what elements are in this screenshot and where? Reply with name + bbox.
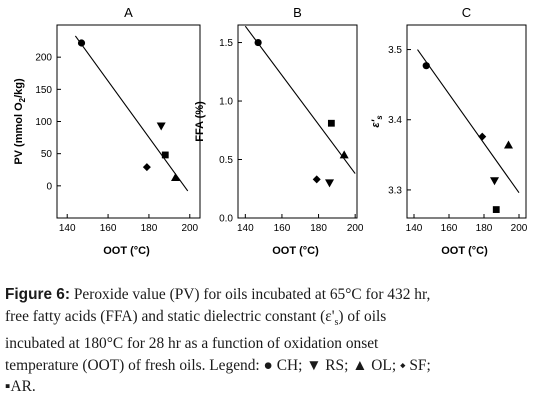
data-point-sf [312,175,321,184]
x-tick-label: 200 [347,223,364,234]
y-tick-label: 1.0 [219,97,233,108]
x-axis-label: OOT (°C) [441,245,488,257]
data-point-rs [490,177,499,186]
x-tick-label: 200 [511,223,528,234]
data-point-rs [325,179,335,188]
caption-line-2: free fatty acids (FFA) and static dielec… [5,307,335,325]
data-point-rs [156,122,166,131]
panel-title: A [124,5,133,20]
chart-panel-a: A 140 160 180 200 0 50 100 150 200 OOT (°C) PV (mmo… [13,5,201,257]
x-tick-label: 160 [274,223,291,234]
regression-line [74,35,189,192]
x-tick-label: 140 [59,223,76,234]
data-point-ar [492,206,500,213]
y-tick-label: 100 [35,117,52,128]
caption-line-2-sub: s [334,316,339,328]
x-tick-label: 200 [181,223,198,234]
y-tick-label: 200 [35,53,52,64]
data-point-sf [142,163,151,172]
data-point-ar [161,151,169,159]
plot-frame [56,24,201,219]
x-tick-label: 160 [441,223,458,234]
regression-line [244,25,356,174]
data-point-sf [478,132,487,141]
y-tick-label: 150 [35,85,52,96]
x-tick-label: 180 [476,223,493,234]
data-point-ch [422,62,430,70]
x-tick-label: 140 [406,223,423,234]
data-point-ol [170,172,180,181]
y-axis-label: ε's [370,115,384,128]
x-tick-label: 180 [141,223,158,234]
y-tick-label: 50 [41,149,53,160]
caption-line-3: incubated at 180°C for 28 hr as a functi… [5,335,379,353]
regression-line [417,49,520,194]
y-axis-label: PV (mmol O2/kg) [13,78,27,165]
chart-panel-c: C 140 160 180 200 3.3 3.4 3.5 OOT (°C) ε's [370,5,528,257]
y-tick-label: 3.4 [388,115,402,126]
chart-panel-b: B 140 160 180 200 0.0 0.5 1.0 1.5 OOT (°C) FFA (%) [194,5,364,257]
x-tick-label: 180 [310,223,327,234]
y-tick-label: 3.5 [388,45,402,56]
x-tick-label: 160 [100,223,117,234]
figure-caption: Figure 6: Peroxide value (PV) for oils i… [5,284,539,398]
data-point-ch [254,38,262,47]
panel-title: C [462,5,471,20]
y-axis-label: FFA (%) [194,101,206,142]
panel-title: B [293,5,302,20]
y-tick-label: 0.5 [219,155,233,166]
data-point-ch [77,39,86,47]
caption-line-1: Peroxide value (PV) for oils incubated a… [70,286,431,303]
x-tick-label: 140 [237,223,254,234]
y-tick-label: 1.5 [219,38,233,49]
plot-frame [406,24,527,219]
figure-6-charts: A 140 160 180 200 0 50 100 150 200 OOT (°C) PV (mmo… [13,5,528,257]
caption-line-2-end: ) of oils [338,307,387,325]
y-tick-label: 0.0 [219,214,233,225]
data-point-ol [339,150,349,159]
x-axis-label: OOT (°C) [103,245,150,257]
x-axis-label: OOT (°C) [272,245,319,257]
caption-line-4: temperature (OOT) of fresh oils. Legend:… [5,356,431,374]
data-point-ol [504,140,513,149]
y-tick-label: 3.3 [388,185,402,196]
plot-frame [237,24,358,219]
caption-label: Figure 6: [5,286,70,303]
caption-line-5: ▪AR. [5,378,36,396]
y-tick-label: 0 [46,181,52,192]
data-point-ar [327,119,335,127]
